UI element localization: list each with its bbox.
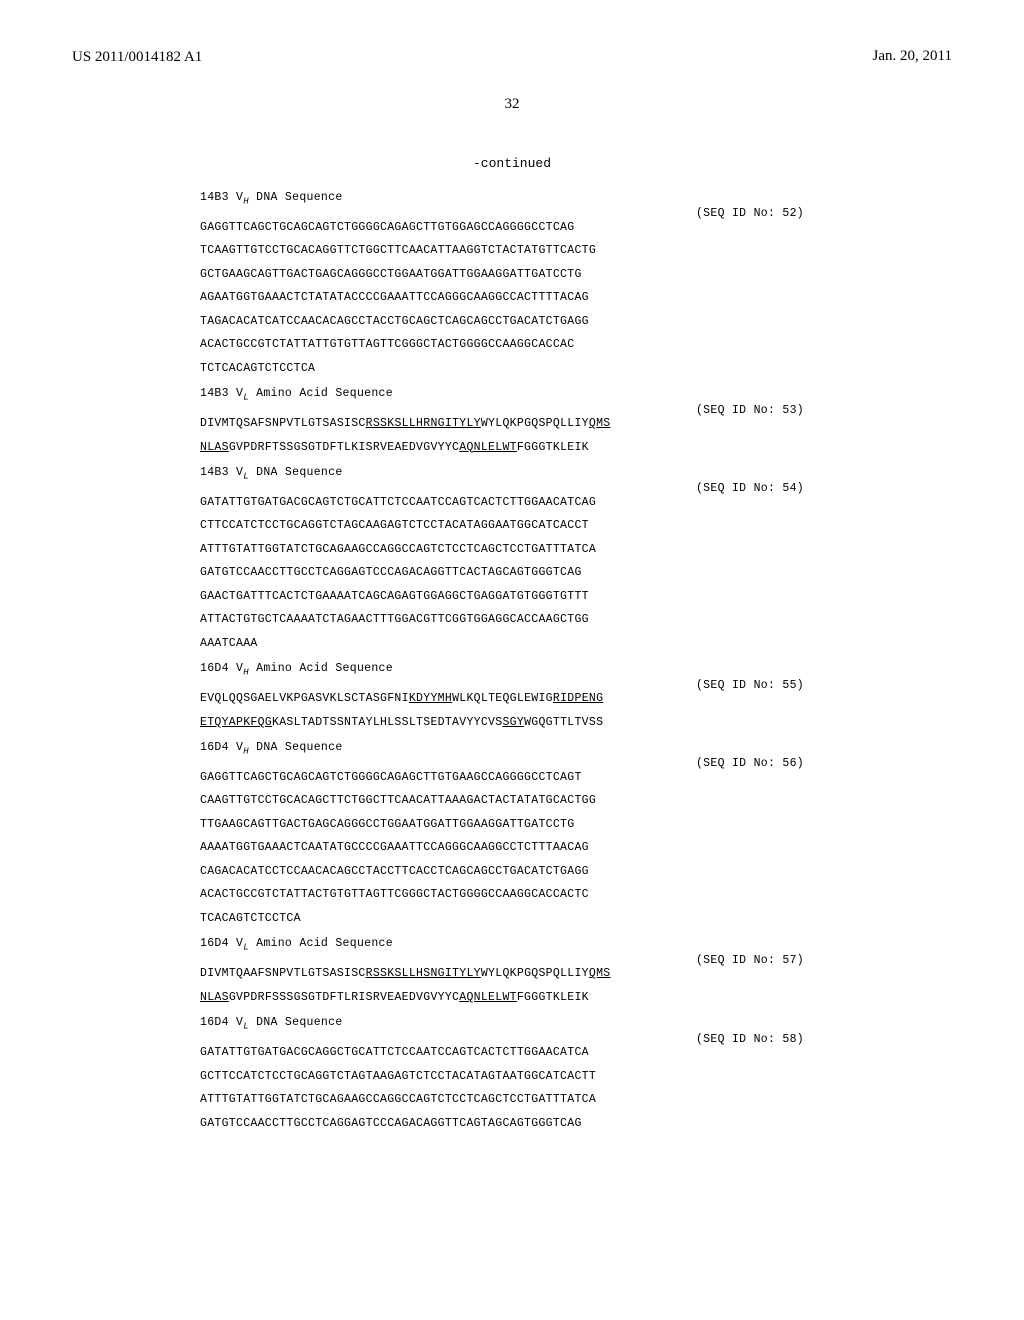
sequence-line: DIVMTQSAFSNPVTLGTSASISCRSSKSLLHRNGITYLYW… xyxy=(200,418,840,430)
sequence-block: 16D4 VH DNA Sequence (SEQ ID No: 56) GAGGT… xyxy=(200,742,840,924)
sequence-line: CTTCCATCTCCTGCAGGTCTAGCAAGAGTCTCCTACATAG… xyxy=(200,520,840,532)
seq-id-label: (SEQ ID No: 54) xyxy=(200,483,840,495)
sequence-line: AGAATGGTGAAACTCTATATACCCCGAAATTCCAGGGCAA… xyxy=(200,292,840,304)
seq-id-label: (SEQ ID No: 52) xyxy=(200,208,840,220)
sequence-line: GCTTCCATCTCCTGCAGGTCTAGTAAGAGTCTCCTACATA… xyxy=(200,1071,840,1083)
seq-id-label: (SEQ ID No: 55) xyxy=(200,680,840,692)
sequence-line: TCTCACAGTCTCCTCA xyxy=(200,363,840,375)
sequence-line: TAGACACATCATCCAACACAGCCTACCTGCAGCTCAGCAG… xyxy=(200,316,840,328)
sequence-line: ACACTGCCGTCTATTATTGTGTTAGTTCGGGCTACTGGGG… xyxy=(200,339,840,351)
sequence-title: 16D4 VH DNA Sequence xyxy=(200,742,840,756)
sequence-content: 14B3 VH DNA Sequence (SEQ ID No: 52) GAGGT… xyxy=(200,192,840,1143)
page-number: 32 xyxy=(0,96,1024,113)
seq-id-label: (SEQ ID No: 58) xyxy=(200,1034,840,1046)
sequence-title: 16D4 VH Amino Acid Sequence xyxy=(200,663,840,677)
sequence-title: 16D4 VL Amino Acid Sequence xyxy=(200,938,840,952)
sequence-line: GATATTGTGATGACGCAGTCTGCATTCTCCAATCCAGTCA… xyxy=(200,497,840,509)
sequence-line: ACACTGCCGTCTATTACTGTGTTAGTTCGGGCTACTGGGG… xyxy=(200,889,840,901)
sequence-block: 16D4 VL Amino Acid Sequence (SEQ ID No: 5… xyxy=(200,938,840,1003)
continued-label: -continued xyxy=(0,156,1024,171)
sequence-line: EVQLQQSGAELVKPGASVKLSCTASGFNIKDYYMHWLKQL… xyxy=(200,693,840,705)
page-header: US 2011/0014182 A1 Jan. 20, 2011 xyxy=(0,48,1024,66)
sequence-block: 14B3 VL DNA Sequence (SEQ ID No: 54) GATAT… xyxy=(200,467,840,649)
sequence-line: GAGGTTCAGCTGCAGCAGTCTGGGGCAGAGCTTGTGAAGC… xyxy=(200,772,840,784)
sequence-line: ATTTGTATTGGTATCTGCAGAAGCCAGGCCAGTCTCCTCA… xyxy=(200,1094,840,1106)
sequence-line: NLASGVPDRFTSSGSGTDFTLKISRVEAEDVGVYYCAQNL… xyxy=(200,442,840,454)
seq-id-label: (SEQ ID No: 56) xyxy=(200,758,840,770)
seq-id-label: (SEQ ID No: 57) xyxy=(200,955,840,967)
sequence-line: ETQYAPKFQGKASLTADTSSNTAYLHLSSLTSEDTAVYYC… xyxy=(200,717,840,729)
sequence-line: GATATTGTGATGACGCAGGCTGCATTCTCCAATCCAGTCA… xyxy=(200,1047,840,1059)
seq-id-label: (SEQ ID No: 53) xyxy=(200,405,840,417)
publication-number: US 2011/0014182 A1 xyxy=(72,49,202,65)
sequence-line: CAGACACATCCTCCAACACAGCCTACCTTCACCTCAGCAG… xyxy=(200,866,840,878)
sequence-line: DIVMTQAAFSNPVTLGTSASISCRSSKSLLHSNGITYLYW… xyxy=(200,968,840,980)
sequence-block: 14B3 VL Amino Acid Sequence (SEQ ID No: 5… xyxy=(200,388,840,453)
sequence-line: TCACAGTCTCCTCA xyxy=(200,913,840,925)
sequence-block: 16D4 VH Amino Acid Sequence (SEQ ID No: 5… xyxy=(200,663,840,728)
sequence-line: AAAATGGTGAAACTCAATATGCCCCGAAATTCCAGGGCAA… xyxy=(200,842,840,854)
sequence-line: GAGGTTCAGCTGCAGCAGTCTGGGGCAGAGCTTGTGGAGC… xyxy=(200,222,840,234)
sequence-line: ATTTGTATTGGTATCTGCAGAAGCCAGGCCAGTCTCCTCA… xyxy=(200,544,840,556)
sequence-block: 14B3 VH DNA Sequence (SEQ ID No: 52) GAGGT… xyxy=(200,192,840,374)
sequence-line: GATGTCCAACCTTGCCTCAGGAGTCCCAGACAGGTTCACT… xyxy=(200,567,840,579)
sequence-title: 14B3 VL DNA Sequence xyxy=(200,467,840,481)
sequence-line: TTGAAGCAGTTGACTGAGCAGGGCCTGGAATGGATTGGAA… xyxy=(200,819,840,831)
sequence-line: CAAGTTGTCCTGCACAGCTTCTGGCTTCAACATTAAAGAC… xyxy=(200,795,840,807)
sequence-title: 16D4 VL DNA Sequence xyxy=(200,1017,840,1031)
sequence-line: GAACTGATTTCACTCTGAAAATCAGCAGAGTGGAGGCTGA… xyxy=(200,591,840,603)
sequence-line: ATTACTGTGCTCAAAATCTAGAACTTTGGACGTTCGGTGG… xyxy=(200,614,840,626)
sequence-line: GATGTCCAACCTTGCCTCAGGAGTCCCAGACAGGTTCAGT… xyxy=(200,1118,840,1130)
sequence-line: NLASGVPDRFSSSGSGTDFTLRISRVEAEDVGVYYCAQNL… xyxy=(200,992,840,1004)
sequence-title: 14B3 VH DNA Sequence xyxy=(200,192,840,206)
sequence-block: 16D4 VL DNA Sequence (SEQ ID No: 58)GATAT… xyxy=(200,1017,840,1129)
sequence-title: 14B3 VL Amino Acid Sequence xyxy=(200,388,840,402)
sequence-line: AAATCAAA xyxy=(200,638,840,650)
sequence-line: TCAAGTTGTCCTGCACAGGTTCTGGCTTCAACATTAAGGT… xyxy=(200,245,840,257)
publication-date: Jan. 20, 2011 xyxy=(873,48,952,65)
sequence-line: GCTGAAGCAGTTGACTGAGCAGGGCCTGGAATGGATTGGA… xyxy=(200,269,840,281)
